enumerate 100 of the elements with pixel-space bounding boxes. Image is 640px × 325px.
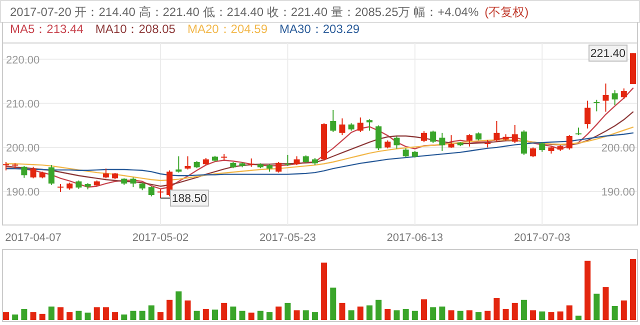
candlestick xyxy=(357,116,364,133)
candlestick xyxy=(376,124,382,151)
bar xyxy=(594,294,600,320)
bar xyxy=(302,310,309,320)
bar xyxy=(412,310,418,320)
bar xyxy=(602,287,609,320)
bar xyxy=(58,307,64,320)
y2-tick-label: 200.00 xyxy=(601,142,635,154)
candlestick xyxy=(430,130,436,144)
annotation: 188.50 xyxy=(172,193,208,206)
bar xyxy=(202,309,209,320)
bar xyxy=(494,298,500,320)
bar xyxy=(266,312,273,320)
candlestick xyxy=(512,124,518,144)
candlestick xyxy=(102,168,109,179)
y2-tick-label: 190.00 xyxy=(601,186,635,199)
bar xyxy=(48,306,54,320)
bar xyxy=(394,310,400,320)
candlestick xyxy=(466,134,472,148)
bar xyxy=(321,262,328,320)
y-tick-label: 220.00 xyxy=(6,54,40,66)
text: MA20：204.59 xyxy=(187,22,268,36)
bar xyxy=(12,314,18,320)
bar xyxy=(430,307,436,320)
bar xyxy=(21,309,28,320)
bar xyxy=(184,300,191,320)
candlestick xyxy=(620,88,627,100)
bar xyxy=(130,310,136,320)
candlestick xyxy=(366,118,372,132)
candlestick xyxy=(176,156,182,174)
candlestick xyxy=(21,165,28,178)
bar xyxy=(448,310,454,320)
bar xyxy=(330,288,336,320)
annotation: 221.40 xyxy=(590,48,626,60)
bar xyxy=(294,310,300,320)
line-series xyxy=(5,111,634,187)
candlestick xyxy=(166,170,173,197)
bar xyxy=(221,302,228,320)
bar xyxy=(94,307,100,320)
bar xyxy=(548,312,554,320)
bar xyxy=(357,306,364,320)
candlestick xyxy=(494,120,500,142)
candlestick xyxy=(530,146,536,158)
candlestick xyxy=(248,158,254,168)
bar xyxy=(166,300,173,320)
candlestick xyxy=(520,130,527,156)
candlestick xyxy=(130,176,136,188)
bar xyxy=(620,300,627,320)
candlestick xyxy=(439,132,446,152)
candlestick xyxy=(339,118,346,136)
bar xyxy=(121,314,128,320)
bar xyxy=(276,306,282,320)
bar xyxy=(112,312,118,320)
bar xyxy=(284,302,291,320)
bar xyxy=(539,311,546,320)
bar xyxy=(584,260,591,320)
candlestick xyxy=(394,136,400,150)
bar xyxy=(484,310,491,320)
bar xyxy=(194,310,200,320)
candlestick xyxy=(148,186,154,197)
text: MA30：203.29 xyxy=(280,22,360,36)
bar xyxy=(157,312,164,320)
bar xyxy=(66,312,73,320)
bar xyxy=(530,310,536,320)
candlestick xyxy=(566,134,572,150)
y-tick-label: 200.00 xyxy=(6,142,40,154)
candlestick xyxy=(184,156,191,170)
bar xyxy=(520,300,527,320)
x-tick-label: 2017-04-07 xyxy=(5,232,62,244)
bar xyxy=(466,310,472,320)
chart-title: 2017-07-20 开：214.40 高：221.40 低：214.40 收：221.40 量：2085.25万 幅：+4.04% xyxy=(10,5,479,19)
candlestick xyxy=(612,90,618,106)
x-tick-label: 2017-07-03 xyxy=(514,232,570,244)
candlestick xyxy=(448,134,454,148)
y-tick-label: 190.00 xyxy=(6,186,40,199)
text: MA5：213.44 xyxy=(10,22,84,36)
bar xyxy=(102,307,109,320)
bar xyxy=(230,306,236,320)
bar xyxy=(557,311,564,320)
candlestick xyxy=(276,161,282,174)
candlestick xyxy=(602,83,609,112)
bar xyxy=(176,291,182,320)
bar xyxy=(575,316,582,320)
bar xyxy=(39,314,46,320)
bar xyxy=(512,302,518,320)
bar xyxy=(312,312,318,320)
bar xyxy=(212,310,218,320)
bar xyxy=(421,299,427,320)
x-tick-label: 2017-05-02 xyxy=(132,232,189,244)
text: MA10：208.05 xyxy=(95,22,176,36)
bar xyxy=(566,305,572,320)
candlestick xyxy=(30,166,36,179)
x-tick-label: 2017-05-23 xyxy=(260,232,316,244)
bar xyxy=(30,312,36,320)
bar xyxy=(402,309,409,320)
bar xyxy=(366,305,372,320)
bar xyxy=(457,310,464,320)
bar xyxy=(502,309,509,320)
y-tick-label: 210.00 xyxy=(6,98,40,110)
bar xyxy=(476,312,482,320)
